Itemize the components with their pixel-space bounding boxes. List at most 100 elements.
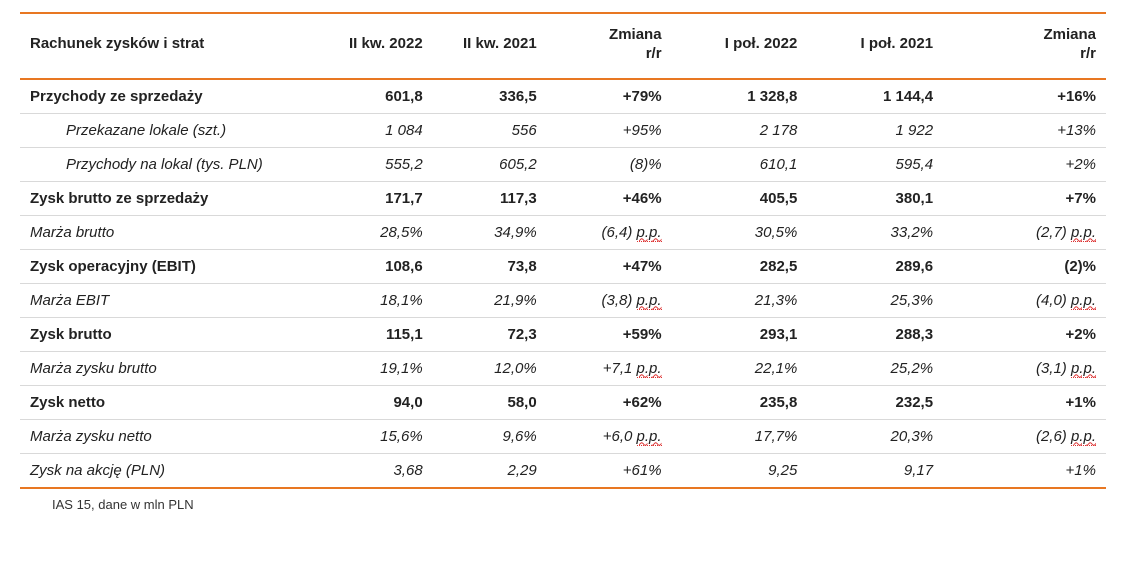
row-value: 21,9% (433, 283, 547, 317)
row-value: +1% (943, 453, 1106, 488)
row-value: (6,4) p.p. (547, 215, 672, 249)
row-value: +61% (547, 453, 672, 488)
row-value: 9,6% (433, 419, 547, 453)
row-label: Zysk netto (20, 385, 319, 419)
row-value: (2)% (943, 249, 1106, 283)
row-value: 3,68 (319, 453, 433, 488)
table-row: Zysk na akcję (PLN)3,682,29+61%9,259,17+… (20, 453, 1106, 488)
pp-abbrev: p.p. (1071, 224, 1096, 242)
row-value: 293,1 (672, 317, 808, 351)
table-row: Marża zysku netto15,6%9,6%+6,0 p.p.17,7%… (20, 419, 1106, 453)
row-value: +46% (547, 181, 672, 215)
row-value: 34,9% (433, 215, 547, 249)
row-value: 1 084 (319, 113, 433, 147)
row-value: 22,1% (672, 351, 808, 385)
row-value: (8)% (547, 147, 672, 181)
row-value: +59% (547, 317, 672, 351)
row-value: 17,7% (672, 419, 808, 453)
row-label: Przychody ze sprzedaży (20, 79, 319, 114)
row-value: 19,1% (319, 351, 433, 385)
row-value: 380,1 (807, 181, 943, 215)
col-header-5: I poł. 2021 (807, 13, 943, 79)
col-header-1: II kw. 2022 (319, 13, 433, 79)
row-value: (4,0) p.p. (943, 283, 1106, 317)
row-label: Zysk brutto (20, 317, 319, 351)
row-value: +2% (943, 317, 1106, 351)
row-value: 9,17 (807, 453, 943, 488)
row-value: 94,0 (319, 385, 433, 419)
row-value: 282,5 (672, 249, 808, 283)
pp-abbrev: p.p. (1071, 428, 1096, 446)
pp-abbrev: p.p. (1071, 292, 1096, 310)
row-value: 405,5 (672, 181, 808, 215)
header-row: Rachunek zysków i strat II kw. 2022 II k… (20, 13, 1106, 79)
table-row: Marża EBIT18,1%21,9%(3,8) p.p.21,3%25,3%… (20, 283, 1106, 317)
row-value: +2% (943, 147, 1106, 181)
row-value: 73,8 (433, 249, 547, 283)
row-label: Przychody na lokal (tys. PLN) (20, 147, 319, 181)
table-body: Przychody ze sprzedaży601,8336,5+79%1 32… (20, 79, 1106, 488)
row-value: (2,7) p.p. (943, 215, 1106, 249)
row-label: Zysk na akcję (PLN) (20, 453, 319, 488)
row-value: +62% (547, 385, 672, 419)
row-label: Marża zysku brutto (20, 351, 319, 385)
row-value: 235,8 (672, 385, 808, 419)
row-label: Marża EBIT (20, 283, 319, 317)
row-value: +6,0 p.p. (547, 419, 672, 453)
row-value: 117,3 (433, 181, 547, 215)
row-value: +1% (943, 385, 1106, 419)
row-value: +13% (943, 113, 1106, 147)
row-value: 601,8 (319, 79, 433, 114)
row-value: 2,29 (433, 453, 547, 488)
table-row: Zysk brutto ze sprzedaży171,7117,3+46%40… (20, 181, 1106, 215)
row-value: (2,6) p.p. (943, 419, 1106, 453)
row-value: +7% (943, 181, 1106, 215)
row-value: 556 (433, 113, 547, 147)
pp-abbrev: p.p. (637, 292, 662, 310)
col-header-6: Zmianar/r (943, 13, 1106, 79)
col-header-2: II kw. 2021 (433, 13, 547, 79)
row-value: (3,1) p.p. (943, 351, 1106, 385)
row-value: +47% (547, 249, 672, 283)
row-value: 58,0 (433, 385, 547, 419)
table-row: Marża zysku brutto19,1%12,0%+7,1 p.p.22,… (20, 351, 1106, 385)
row-value: 605,2 (433, 147, 547, 181)
table-row: Przychody na lokal (tys. PLN)555,2605,2(… (20, 147, 1106, 181)
row-value: 9,25 (672, 453, 808, 488)
table-row: Przekazane lokale (szt.)1 084556+95%2 17… (20, 113, 1106, 147)
row-label: Marża zysku netto (20, 419, 319, 453)
pp-abbrev: p.p. (637, 428, 662, 446)
table-row: Przychody ze sprzedaży601,8336,5+79%1 32… (20, 79, 1106, 114)
row-label: Marża brutto (20, 215, 319, 249)
row-value: 20,3% (807, 419, 943, 453)
row-value: 108,6 (319, 249, 433, 283)
row-value: 336,5 (433, 79, 547, 114)
row-value: 610,1 (672, 147, 808, 181)
row-value: +16% (943, 79, 1106, 114)
row-value: 1 144,4 (807, 79, 943, 114)
row-label: Zysk operacyjny (EBIT) (20, 249, 319, 283)
row-value: 25,3% (807, 283, 943, 317)
row-value: 2 178 (672, 113, 808, 147)
row-value: 21,3% (672, 283, 808, 317)
table-row: Marża brutto28,5%34,9%(6,4) p.p.30,5%33,… (20, 215, 1106, 249)
row-value: 595,4 (807, 147, 943, 181)
table-row: Zysk operacyjny (EBIT)108,673,8+47%282,5… (20, 249, 1106, 283)
row-value: 288,3 (807, 317, 943, 351)
row-value: 1 328,8 (672, 79, 808, 114)
row-value: 72,3 (433, 317, 547, 351)
row-value: 18,1% (319, 283, 433, 317)
row-label: Zysk brutto ze sprzedaży (20, 181, 319, 215)
row-value: 1 922 (807, 113, 943, 147)
row-value: (3,8) p.p. (547, 283, 672, 317)
row-label: Przekazane lokale (szt.) (20, 113, 319, 147)
row-value: 12,0% (433, 351, 547, 385)
row-value: 289,6 (807, 249, 943, 283)
row-value: 555,2 (319, 147, 433, 181)
row-value: 232,5 (807, 385, 943, 419)
row-value: 33,2% (807, 215, 943, 249)
pnl-table: Rachunek zysków i strat II kw. 2022 II k… (20, 12, 1106, 489)
table-row: Zysk netto94,058,0+62%235,8232,5+1% (20, 385, 1106, 419)
row-value: +7,1 p.p. (547, 351, 672, 385)
col-header-4: I poł. 2022 (672, 13, 808, 79)
